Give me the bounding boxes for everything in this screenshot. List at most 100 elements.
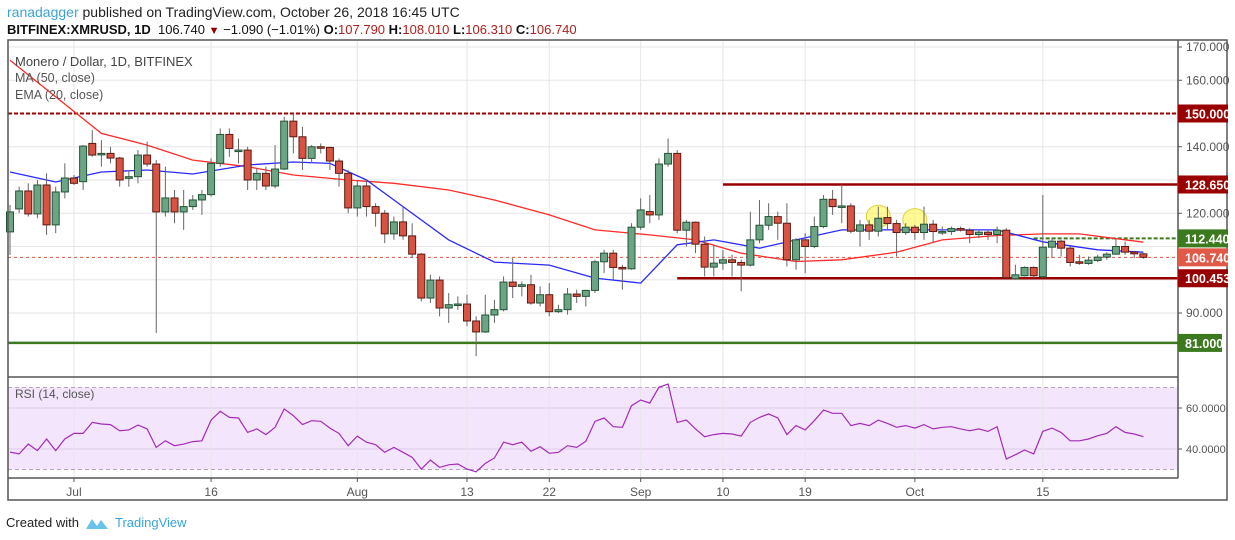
candle-up[interactable] [517,284,526,287]
candle-down[interactable] [846,205,855,232]
candle-down[interactable] [618,266,627,270]
candle-up[interactable] [874,217,883,232]
candle-down[interactable] [929,223,938,233]
candle-up[interactable] [1102,253,1111,258]
candle-down[interactable] [609,252,618,268]
candle-down[interactable] [325,146,334,162]
candle-up[interactable] [718,259,727,264]
candle-down[interactable] [24,190,33,215]
tradingview-link[interactable]: TradingView [114,515,187,530]
candle-down[interactable] [645,211,654,216]
candle-down[interactable] [143,154,152,165]
candle-down[interactable] [572,293,581,297]
candle-up[interactable] [216,133,225,164]
candle-up[interactable] [993,229,1002,236]
candle-up[interactable] [60,177,69,193]
candle-down[interactable] [472,320,481,333]
legend-rsi[interactable]: RSI (14, close) [15,387,95,401]
candle-down[interactable] [115,157,124,181]
candle-up[interactable] [947,228,956,233]
candle-down[interactable] [1139,253,1148,258]
candle-up[interactable] [654,163,663,216]
candle-up[interactable] [234,149,243,153]
candle-up[interactable] [188,199,197,208]
candle-down[interactable] [828,198,837,208]
candle-up[interactable] [856,224,865,232]
candle-up[interactable] [1038,246,1047,278]
candle-up[interactable] [1011,274,1020,280]
candle-down[interactable] [42,184,51,226]
candle-up[interactable] [481,314,490,333]
candle-up[interactable] [1047,240,1056,248]
candle-down[interactable] [673,152,682,231]
candle-up[interactable] [664,152,673,165]
candle-up[interactable] [746,239,755,266]
candle-up[interactable] [133,154,142,178]
candle-down[interactable] [298,136,307,159]
candle-down[interactable] [910,226,919,234]
candle-down[interactable] [362,185,371,208]
candle-up[interactable] [600,252,609,263]
candle-down[interactable] [261,172,270,187]
candle-down[interactable] [69,177,78,184]
candle-down[interactable] [170,197,179,213]
candle-up[interactable] [453,303,462,307]
candle-up[interactable] [792,239,801,261]
candle-up[interactable] [581,289,590,297]
candle-up[interactable] [252,172,261,181]
rsi-line[interactable] [9,383,1144,473]
candle-up[interactable] [389,221,398,235]
legend-ma[interactable]: MA (50, close) [15,71,95,85]
candle-down[interactable] [335,160,344,174]
candle-down[interactable] [1066,247,1075,263]
candle-up[interactable] [554,309,563,313]
candle-up[interactable] [499,281,508,311]
candle-up[interactable] [636,209,645,228]
candle-up[interactable] [1020,266,1029,277]
candle-down[interactable] [316,146,325,149]
candle-down[interactable] [344,172,353,209]
candle-up[interactable] [444,304,453,309]
candle-up[interactable] [6,211,14,233]
candle-up[interactable] [938,231,947,234]
candle-up[interactable] [179,206,188,213]
candle-up[interactable] [627,226,636,270]
candle-up[interactable] [819,198,828,228]
candle-up[interactable] [79,145,88,183]
candle-down[interactable] [865,224,874,232]
candle-down[interactable] [106,152,115,159]
candle-down[interactable] [88,142,97,156]
candle-down[interactable] [801,239,810,248]
candle-up[interactable] [920,223,928,234]
candle-down[interactable] [965,229,974,236]
candle-up[interactable] [901,226,910,234]
candle-down[interactable] [883,217,892,225]
candle-up[interactable] [974,231,983,236]
candle-up[interactable] [709,262,718,268]
candle-up[interactable] [271,168,280,187]
candle-down[interactable] [1130,251,1139,255]
candle-down[interactable] [691,221,700,245]
author-link[interactable]: ranadagger [7,4,79,20]
candle-up[interactable] [1111,246,1120,255]
candle-up[interactable] [33,184,42,215]
candle-down[interactable] [408,235,417,255]
candle-down[interactable] [399,221,408,237]
ma50-line[interactable] [9,59,1144,263]
candle-up[interactable] [161,197,170,213]
candle-up[interactable] [563,293,572,311]
candle-up[interactable] [97,152,106,156]
candle-up[interactable] [280,120,289,170]
candle-up[interactable] [15,190,24,210]
candle-up[interactable] [536,294,545,304]
candle-down[interactable] [983,231,992,236]
candle-up[interactable] [426,279,435,299]
candle-up[interactable] [755,224,764,241]
candle-down[interactable] [417,253,426,299]
candle-up[interactable] [197,194,206,201]
candle-down[interactable] [737,261,746,266]
candle-up[interactable] [490,309,499,316]
candle-up[interactable] [837,205,846,208]
candle-down[interactable] [773,216,782,224]
